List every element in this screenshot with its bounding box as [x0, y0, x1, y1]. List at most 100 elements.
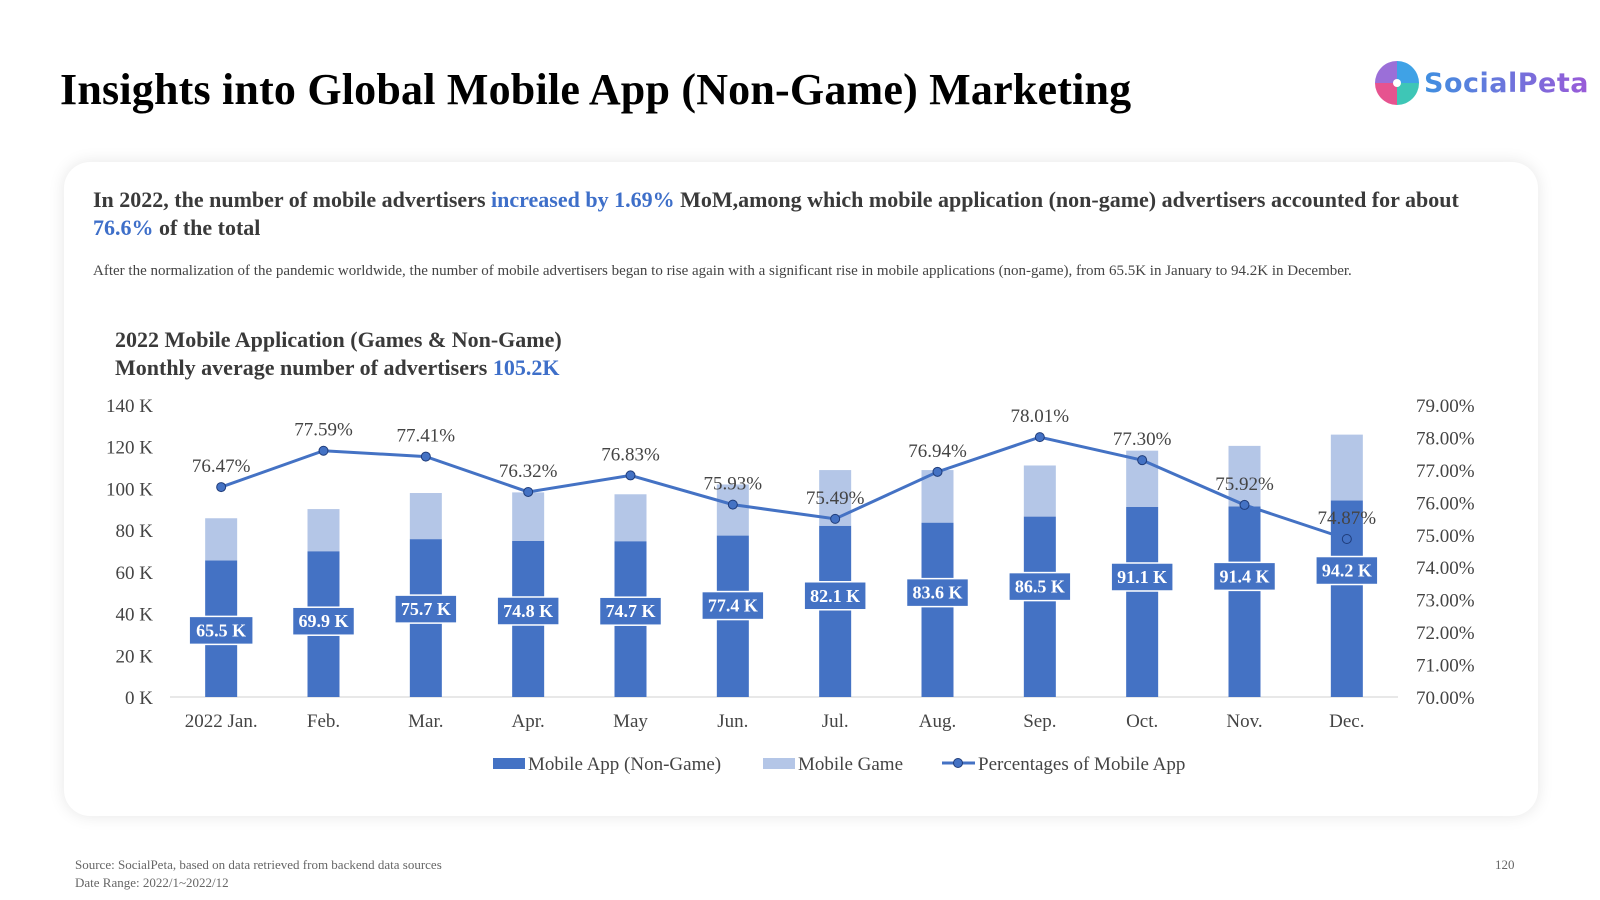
content-card — [64, 162, 1538, 816]
logo-text: SocialPeta — [1424, 67, 1589, 99]
x-tick-label: Apr. — [512, 711, 545, 732]
legend-label-percentage: Percentages of Mobile App — [978, 754, 1185, 775]
y-left-tick-label: 140 K — [106, 396, 153, 417]
data-label-box — [496, 596, 560, 626]
data-label-mobile-app: 86.5 K — [1015, 577, 1065, 597]
data-label-percentage: 76.83% — [601, 444, 660, 465]
x-tick-label: May — [613, 711, 648, 732]
line-point — [318, 445, 329, 456]
x-tick-label: Aug. — [919, 711, 956, 732]
line-point — [216, 482, 227, 493]
date-range: Date Range: 2022/1~2022/12 — [75, 875, 229, 890]
bar-mobile-app — [1126, 506, 1159, 697]
bar-mobile-game — [614, 494, 647, 542]
data-label-box — [803, 581, 867, 611]
data-label-mobile-app: 82.1 K — [810, 586, 860, 606]
bar-mobile-game — [921, 470, 954, 523]
data-label-mobile-app: 91.4 K — [1219, 566, 1269, 586]
data-label-box — [1212, 561, 1277, 592]
legend-swatch-percentage-marker — [953, 758, 963, 768]
summary-headline: In 2022, the number of mobile advertiser… — [93, 186, 1513, 242]
y-right-tick-label: 75.00% — [1416, 526, 1475, 547]
line-point — [1239, 499, 1250, 510]
y-right-tick-label: 72.00% — [1416, 623, 1475, 644]
x-tick-label: Mar. — [408, 711, 443, 732]
x-tick-label: Jun. — [717, 711, 748, 732]
summary-description: After the normalization of the pandemic … — [93, 263, 1352, 279]
line-point — [523, 486, 534, 497]
chart-title-prefix: Monthly average number of advertisers — [115, 355, 493, 380]
data-label-percentage: 77.59% — [294, 420, 353, 441]
y-left-tick-label: 0 K — [125, 688, 153, 709]
data-label-mobile-app: 91.1 K — [1117, 567, 1167, 587]
legend-label-mobile-game: Mobile Game — [798, 754, 903, 775]
source-note: Source: SocialPeta, based on data retrie… — [75, 857, 442, 872]
data-label-percentage: 74.87% — [1318, 508, 1377, 529]
data-label-box — [394, 594, 458, 624]
x-tick-label: Nov. — [1226, 711, 1262, 732]
data-label-percentage: 75.93% — [704, 474, 763, 495]
y-left-tick-label: 100 K — [106, 479, 153, 500]
y-right-tick-label: 77.00% — [1416, 461, 1475, 482]
x-tick-label: Oct. — [1126, 711, 1158, 732]
data-label-mobile-app: 94.2 K — [1322, 561, 1372, 581]
page-number: 120 — [1495, 857, 1515, 872]
bar-mobile-app — [1023, 516, 1056, 697]
line-percentage — [220, 435, 1348, 541]
line-point — [1137, 455, 1148, 466]
bar-mobile-game — [716, 484, 749, 536]
data-label-percentage: 78.01% — [1011, 406, 1070, 427]
bar-mobile-app — [819, 525, 852, 697]
y-right-tick-label: 74.00% — [1416, 558, 1475, 579]
y-right-tick-label: 73.00% — [1416, 591, 1475, 612]
data-label-box — [188, 615, 254, 646]
line-point — [1034, 432, 1045, 443]
line-point — [1341, 533, 1352, 544]
page-title: Insights into Global Mobile App (Non-Gam… — [60, 65, 1132, 114]
chart-title-line1: 2022 Mobile Application (Games & Non-Gam… — [115, 327, 562, 352]
bar-mobile-game — [307, 509, 340, 552]
headline-text-1: In 2022, the number of mobile advertiser… — [93, 187, 492, 212]
data-label-percentage: 76.47% — [192, 456, 251, 477]
bar-mobile-app — [1228, 506, 1261, 697]
y-left-tick-label: 120 K — [106, 438, 153, 459]
y-left-tick-label: 20 K — [116, 646, 154, 667]
line-point — [625, 470, 636, 481]
data-label-percentage: 77.41% — [397, 426, 456, 447]
y-right-tick-label: 70.00% — [1416, 688, 1475, 709]
data-label-mobile-app: 69.9 K — [298, 611, 348, 631]
bar-mobile-game — [512, 492, 545, 541]
legend-label-mobile-app: Mobile App (Non-Game) — [528, 754, 721, 775]
headline-text-3: of the total — [153, 215, 261, 240]
data-label-box — [598, 596, 663, 626]
x-tick-label: Feb. — [307, 711, 340, 732]
legend-swatch-mobile-app — [493, 758, 525, 769]
bar-mobile-app — [1330, 500, 1363, 697]
data-label-box — [291, 606, 356, 636]
data-label-percentage: 75.49% — [806, 488, 865, 509]
line-point — [420, 451, 431, 462]
data-label-box — [701, 590, 765, 621]
footer-source: Source: SocialPeta, based on data retrie… — [75, 856, 442, 892]
line-point — [727, 499, 738, 510]
bar-mobile-game — [1228, 445, 1261, 507]
bar-mobile-game — [205, 518, 238, 561]
data-label-mobile-app: 74.7 K — [605, 601, 655, 621]
headline-highlight-share: 76.6% — [93, 215, 154, 240]
bar-mobile-game — [1330, 434, 1363, 501]
x-tick-label: 2022 Jan. — [185, 711, 258, 732]
headline-highlight-growth: increased by 1.69% — [491, 187, 675, 212]
y-right-tick-label: 71.00% — [1416, 656, 1475, 677]
line-point — [830, 513, 841, 524]
monthly-average-value: 105.2K — [492, 355, 560, 380]
data-label-box — [1008, 571, 1072, 602]
x-tick-label: Dec. — [1329, 711, 1364, 732]
y-left-tick-label: 60 K — [116, 563, 154, 584]
data-label-mobile-app: 77.4 K — [708, 596, 758, 616]
bar-mobile-app — [921, 522, 954, 697]
data-label-mobile-app: 74.8 K — [503, 601, 553, 621]
x-tick-label: Sep. — [1023, 711, 1056, 732]
y-left-tick-label: 40 K — [116, 605, 154, 626]
brand-logo: SocialPeta — [1372, 56, 1589, 110]
